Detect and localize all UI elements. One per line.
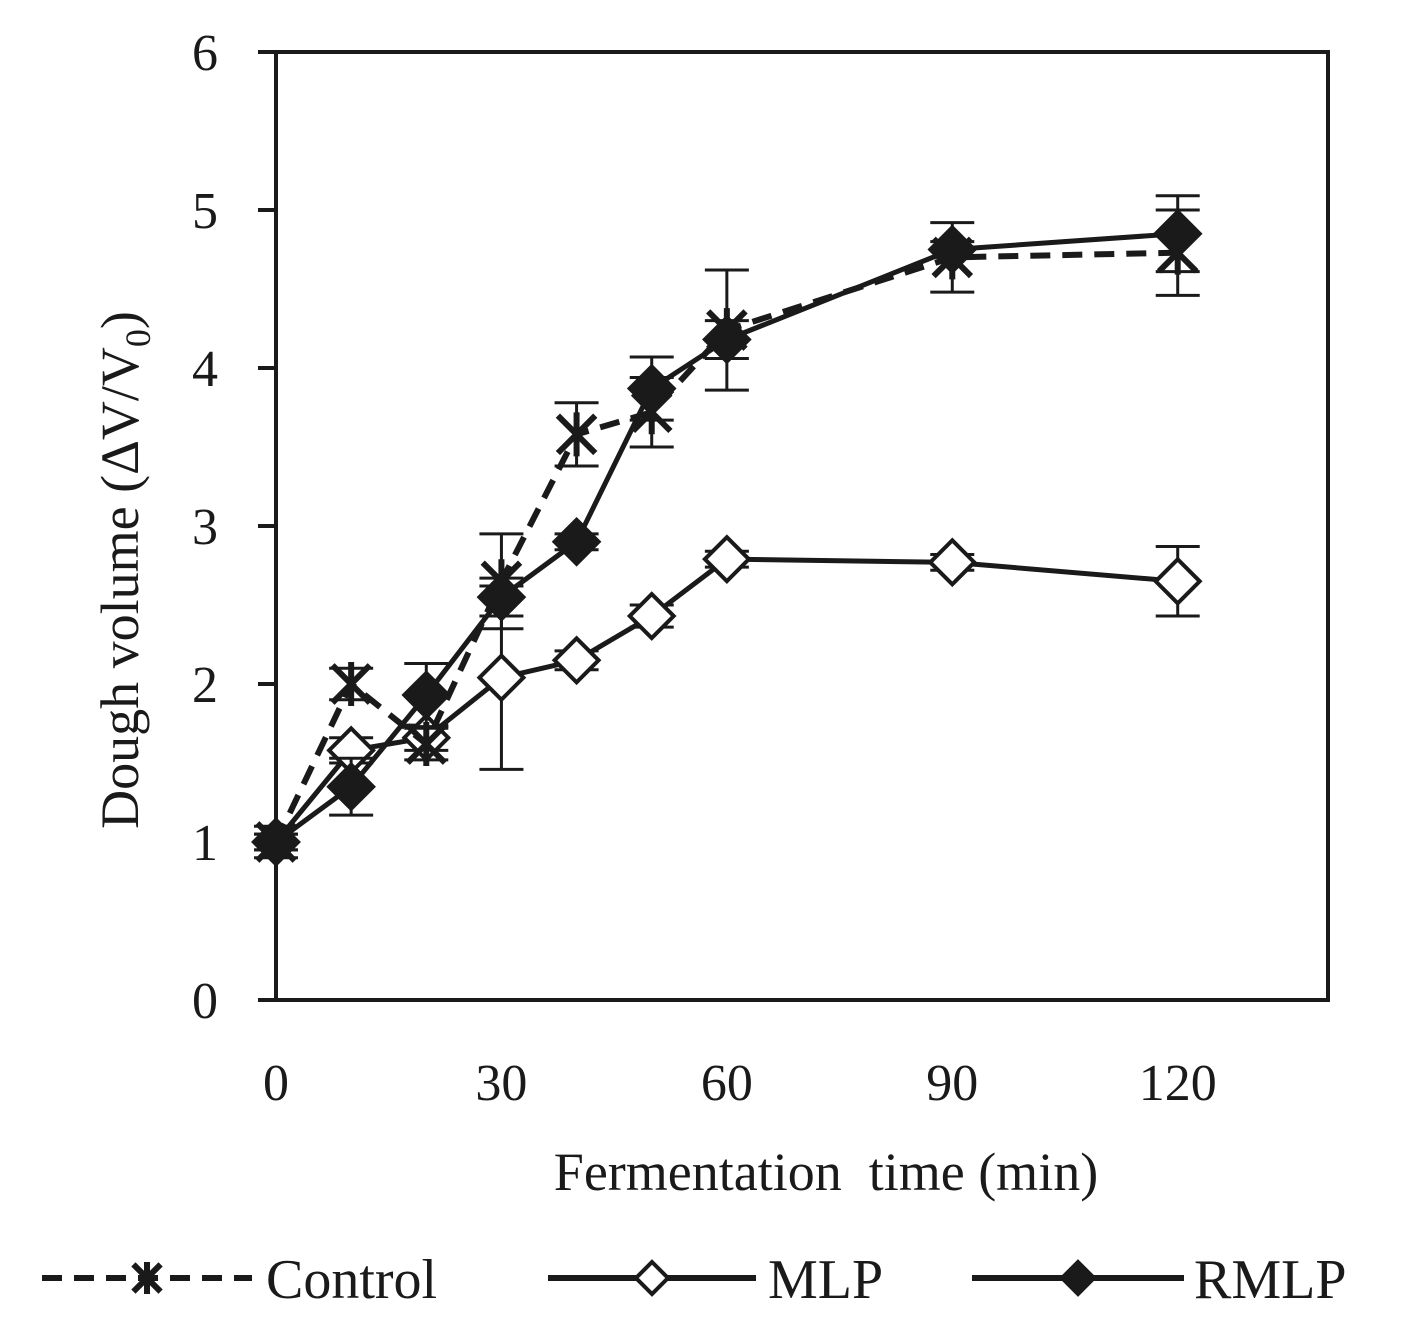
x-tick-label: 90 bbox=[926, 1055, 978, 1112]
y-tick-label: 5 bbox=[192, 183, 218, 240]
data-point bbox=[702, 534, 752, 585]
data-point bbox=[326, 761, 376, 812]
data-point bbox=[702, 314, 752, 365]
y-axis-title: Dough volume (ΔV/V0) bbox=[90, 311, 158, 829]
legend-label: RMLP bbox=[1194, 1249, 1347, 1311]
y-tick-label: 2 bbox=[192, 657, 218, 714]
y-tick-label: 1 bbox=[192, 815, 218, 872]
legend-item-rmlp: RMLP bbox=[972, 1249, 1347, 1311]
data-point bbox=[927, 537, 978, 588]
data-point bbox=[551, 635, 602, 686]
data-point bbox=[476, 652, 527, 703]
data-point bbox=[927, 224, 978, 275]
legend-marker bbox=[1059, 1259, 1097, 1297]
legend-label: Control bbox=[266, 1249, 437, 1311]
data-point bbox=[251, 817, 301, 867]
data-point bbox=[555, 412, 598, 457]
x-axis-title: Fermentation time (min) bbox=[554, 1142, 1098, 1202]
legend-marker bbox=[633, 1259, 671, 1297]
series-rmlp bbox=[251, 194, 1203, 867]
x-tick-label: 120 bbox=[1139, 1055, 1217, 1112]
x-tick-label: 30 bbox=[475, 1055, 527, 1112]
legend-item-mlp: MLP bbox=[548, 1249, 883, 1311]
x-tick-label: 0 bbox=[263, 1055, 289, 1112]
data-point bbox=[330, 662, 372, 706]
legend: Control MLP RMLP bbox=[42, 1249, 1347, 1311]
data-point bbox=[551, 516, 602, 567]
x-axis-ticks: 0 30 60 90 120 bbox=[263, 1055, 1217, 1112]
y-axis-ticks: 0 1 2 3 4 5 6 bbox=[192, 25, 276, 1030]
legend-label: MLP bbox=[768, 1249, 883, 1311]
legend-marker bbox=[131, 1262, 163, 1294]
data-point bbox=[1152, 208, 1203, 259]
series-layer bbox=[251, 194, 1203, 867]
data-point bbox=[626, 363, 677, 414]
legend-item-control: Control bbox=[42, 1249, 437, 1311]
data-point bbox=[626, 591, 677, 641]
y-axis-title-close: ) bbox=[90, 311, 150, 329]
data-point bbox=[476, 572, 527, 622]
y-tick-label: 0 bbox=[192, 973, 218, 1030]
x-tick-label: 60 bbox=[701, 1055, 753, 1112]
y-tick-label: 6 bbox=[192, 25, 218, 82]
y-tick-label: 4 bbox=[192, 341, 218, 398]
data-point bbox=[1152, 556, 1203, 607]
data-point bbox=[401, 670, 452, 720]
series-mlp bbox=[251, 534, 1203, 867]
plot-frame bbox=[274, 50, 1330, 1002]
y-tick-label: 3 bbox=[192, 499, 218, 556]
data-point bbox=[405, 722, 448, 767]
y-axis-title-subscript: 0 bbox=[118, 329, 158, 347]
y-axis-title-main: Dough volume (ΔV/V bbox=[90, 347, 150, 829]
